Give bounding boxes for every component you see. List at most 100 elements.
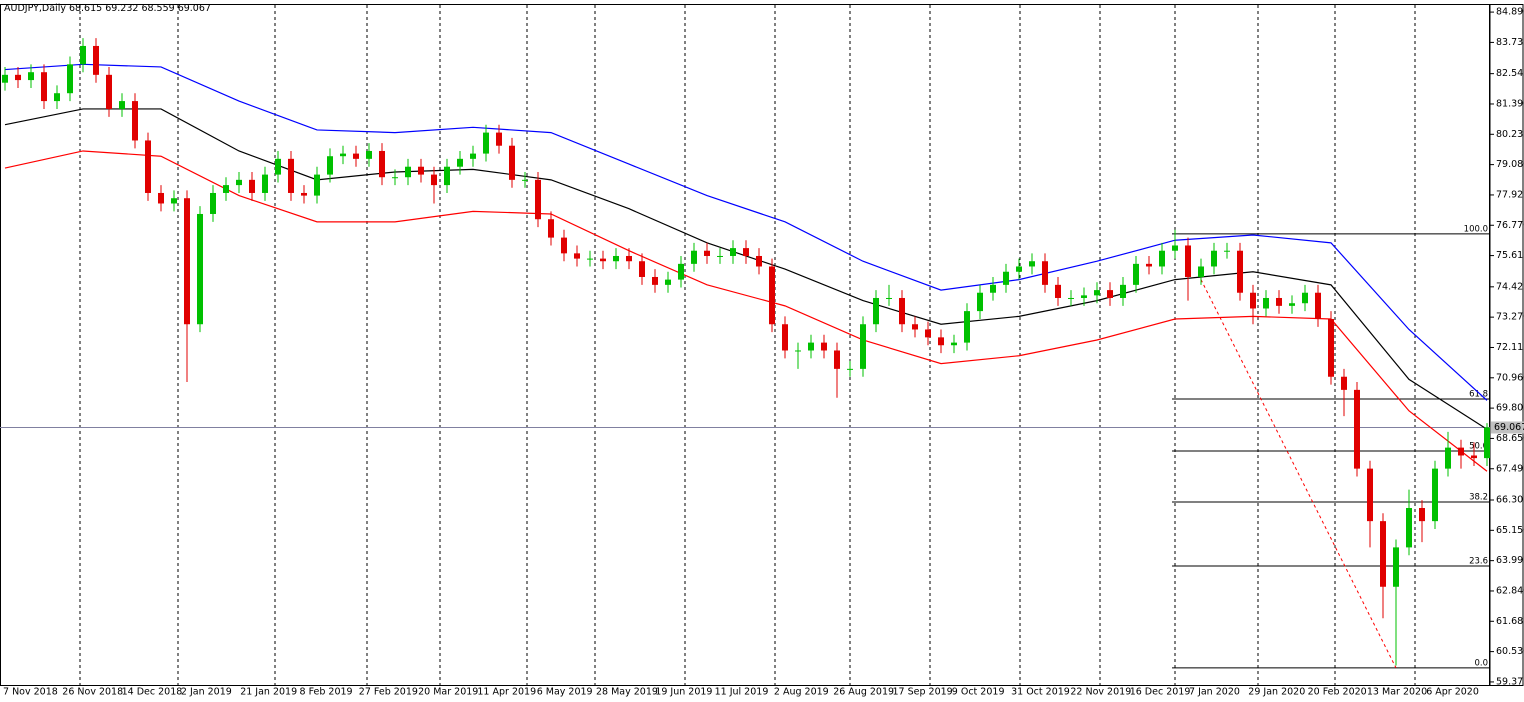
candle-body [288, 158, 294, 193]
fib-label: 23.6 [1469, 557, 1488, 567]
candle-body [756, 255, 762, 267]
candle-body [1341, 376, 1347, 390]
y-tick-label: 68.650 [1496, 433, 1524, 444]
x-tick-label: 26 Nov 2018 [62, 687, 123, 698]
y-tick-label: 62.840 [1496, 585, 1524, 596]
candle-body [145, 140, 151, 193]
candle-body [951, 342, 957, 346]
x-tick-label: 8 Feb 2019 [300, 687, 353, 698]
candle-body [1003, 271, 1009, 285]
candle-body [795, 350, 801, 352]
candle-body [1211, 250, 1217, 267]
x-tick-label: 26 Aug 2019 [833, 687, 894, 698]
y-tick-label: 72.115 [1496, 342, 1524, 353]
candle-body [54, 93, 60, 102]
candle-body [574, 253, 580, 259]
candle-body [730, 248, 736, 256]
candle-body [379, 150, 385, 178]
candle-body [210, 192, 216, 214]
candle-body [691, 250, 697, 264]
x-tick-label: 27 Feb 2019 [359, 687, 418, 698]
high-value: 69.232 [105, 3, 139, 14]
x-tick-label: 6 Apr 2020 [1426, 687, 1479, 698]
y-tick-label: 82.545 [1496, 68, 1524, 79]
x-tick-label: 16 Dec 2019 [1130, 687, 1191, 698]
y-tick-label: 74.425 [1496, 281, 1524, 292]
candle-body [925, 329, 931, 338]
moving-average [4, 63, 1488, 401]
x-tick-label: 11 Apr 2019 [477, 687, 536, 698]
y-tick-label: 60.530 [1496, 646, 1524, 657]
candle-body [938, 337, 944, 346]
candle-body [678, 263, 684, 280]
candle-body [1081, 295, 1087, 298]
candle-body [704, 250, 710, 256]
y-tick-label: 65.150 [1496, 525, 1524, 536]
candle-body [1250, 292, 1256, 309]
candle-body [340, 153, 346, 157]
plot-area [0, 4, 1490, 686]
fib-anchor-line [1200, 279, 1397, 669]
candle-body [834, 350, 840, 369]
candle-body [1380, 521, 1386, 587]
y-tick-label: 61.685 [1496, 616, 1524, 627]
candle-body [964, 311, 970, 343]
x-tick-label: 20 Mar 2019 [418, 687, 478, 698]
candle-body [743, 248, 749, 256]
fib-label: 100.0 [1464, 224, 1488, 234]
last-price-label: 69.067 [1494, 422, 1524, 433]
candle-body [1432, 468, 1438, 522]
candle-body [1354, 389, 1360, 469]
last-price-box [1491, 421, 1524, 434]
candle-body [522, 179, 528, 181]
fib-label: 38.2 [1469, 492, 1488, 502]
candle-body [1029, 261, 1035, 267]
candle-body [1094, 290, 1100, 296]
candle-body [1406, 508, 1412, 548]
candle-body [496, 132, 502, 146]
x-tick-label: 2 Jan 2019 [181, 687, 232, 698]
close-value: 69.067 [177, 3, 211, 14]
candle-body [769, 266, 775, 325]
candle-body [782, 324, 788, 351]
candle-body [457, 158, 463, 167]
x-tick-label: 17 Sep 2019 [893, 687, 953, 698]
candle-body [483, 132, 489, 154]
candle-body [1484, 427, 1490, 459]
candle-body [353, 153, 359, 159]
x-tick-label: 2 Aug 2019 [774, 687, 829, 698]
candle-body [808, 342, 814, 351]
candle-body [886, 297, 892, 299]
candle-body [1198, 266, 1204, 277]
y-tick-label: 76.770 [1496, 220, 1524, 231]
candle-body [327, 156, 333, 175]
candle-body [1224, 250, 1230, 252]
x-tick-label: 21 Jan 2019 [240, 687, 297, 698]
candle-body [613, 255, 619, 262]
candle-body [1107, 290, 1113, 298]
candle-body [600, 258, 606, 262]
x-tick-label: 28 May 2019 [596, 687, 658, 698]
candle-body [67, 64, 73, 94]
chart-header: AUDJPY,Daily 68.615 69.232 68.559 69.067 [4, 3, 214, 14]
candle-body [1315, 292, 1321, 319]
x-tick-label: 14 Dec 2018 [122, 687, 183, 698]
x-tick-label: 7 Nov 2018 [3, 687, 58, 698]
candle-body [821, 342, 827, 351]
fib-label: 50.0 [1469, 442, 1488, 452]
candle-body [639, 261, 645, 277]
candle-body [1159, 250, 1165, 267]
candle-body [587, 258, 593, 260]
candle-body [1471, 455, 1477, 459]
candle-body [236, 179, 242, 186]
fib-label: 61.8 [1469, 390, 1488, 400]
price-axis [1489, 4, 1524, 686]
candle-body [548, 219, 554, 238]
x-tick-label: 9 Oct 2019 [952, 687, 1005, 698]
candle-body [1068, 297, 1074, 299]
candle-body [1419, 508, 1425, 522]
y-tick-label: 84.890 [1496, 7, 1524, 18]
candle-body [626, 255, 632, 262]
y-tick-label: 73.270 [1496, 312, 1524, 323]
candle-body [1120, 284, 1126, 298]
